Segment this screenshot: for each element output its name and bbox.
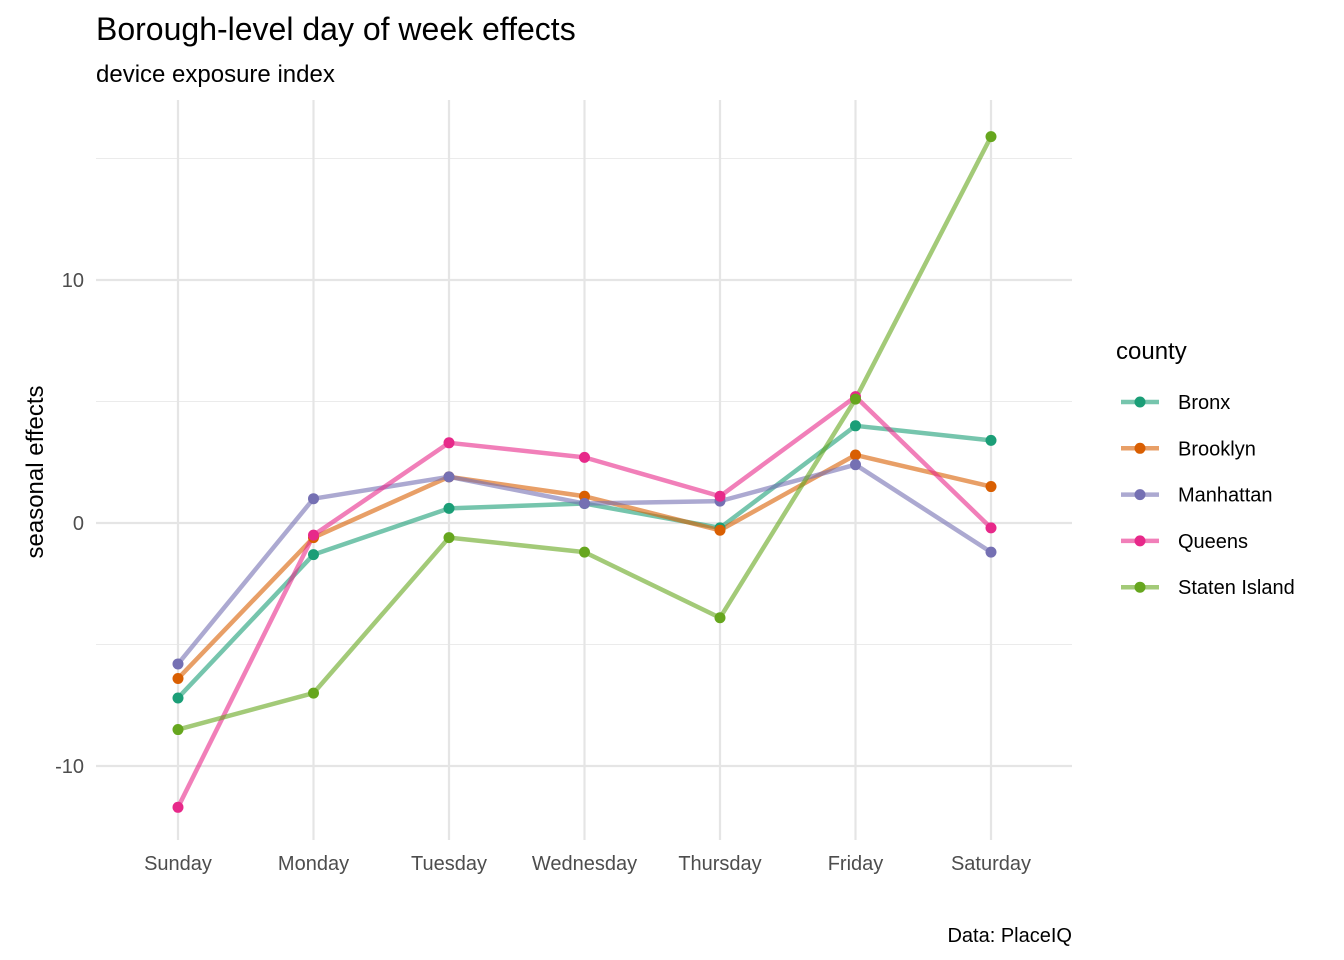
data-point	[308, 687, 319, 699]
chart-caption: Data: PlaceIQ	[947, 925, 1072, 947]
data-point	[443, 471, 455, 483]
data-point	[172, 692, 184, 704]
data-point	[850, 420, 861, 432]
x-tick-label: Friday	[828, 853, 884, 875]
x-tick-label: Tuesday	[411, 853, 487, 875]
legend-item: Bronx	[1121, 392, 1230, 414]
y-tick-label: 0	[73, 513, 84, 535]
data-point	[308, 529, 319, 541]
legend-key-point	[1134, 489, 1146, 501]
x-tick-label: Saturday	[951, 853, 1031, 875]
data-point	[985, 546, 997, 558]
data-point	[443, 437, 455, 449]
legend-label: Manhattan	[1178, 485, 1273, 507]
data-point	[308, 493, 319, 505]
data-point	[579, 546, 590, 558]
data-point	[985, 481, 997, 493]
legend-title: county	[1116, 338, 1187, 365]
series-layer	[172, 131, 997, 813]
legend-item: Queens	[1121, 531, 1248, 553]
legend: county Bronx Brooklyn Manhattan Queens State…	[1116, 338, 1295, 599]
x-tick-label: Monday	[278, 853, 349, 875]
data-point	[172, 801, 184, 813]
data-point	[443, 532, 455, 544]
data-point	[985, 434, 997, 446]
legend-label: Staten Island	[1178, 577, 1295, 599]
legend-item: Brooklyn	[1121, 438, 1256, 460]
chart-title: Borough-level day of week effects	[96, 11, 576, 47]
legend-key-point	[1134, 581, 1146, 593]
axis-ticks: -10 0 10 Sunday Monday Tuesday Wednesday Thursd…	[55, 270, 1031, 875]
legend-key-point	[1134, 442, 1146, 454]
data-point	[985, 131, 997, 143]
data-point	[579, 498, 590, 510]
legend-label: Brooklyn	[1178, 438, 1256, 460]
y-axis-title: seasonal effects	[22, 385, 49, 558]
grid-lines	[96, 100, 1072, 840]
data-point	[714, 524, 726, 536]
y-tick-label: -10	[55, 756, 84, 778]
x-tick-label: Thursday	[678, 853, 761, 875]
data-point	[985, 522, 997, 534]
data-point	[714, 490, 726, 502]
data-point	[443, 502, 455, 514]
data-point	[172, 724, 184, 736]
data-point	[714, 612, 726, 624]
data-point	[850, 449, 861, 461]
series-points-queens	[172, 391, 997, 813]
series-points-manhattan	[172, 459, 997, 670]
data-point	[172, 673, 184, 685]
legend-item: Staten Island	[1121, 577, 1295, 599]
legend-label: Bronx	[1178, 392, 1230, 414]
series-points-staten-island	[172, 131, 997, 736]
legend-key-point	[1134, 535, 1146, 547]
chart-subtitle: device exposure index	[96, 61, 335, 88]
data-point	[308, 549, 319, 561]
x-tick-label: Wednesday	[532, 853, 637, 875]
x-tick-label: Sunday	[144, 853, 212, 875]
data-point	[850, 393, 861, 405]
legend-label: Queens	[1178, 531, 1248, 553]
y-tick-label: 10	[62, 270, 84, 292]
data-point	[850, 459, 861, 471]
data-point	[579, 451, 590, 463]
legend-item: Manhattan	[1121, 485, 1273, 507]
data-point	[172, 658, 184, 670]
legend-key-point	[1134, 396, 1146, 408]
